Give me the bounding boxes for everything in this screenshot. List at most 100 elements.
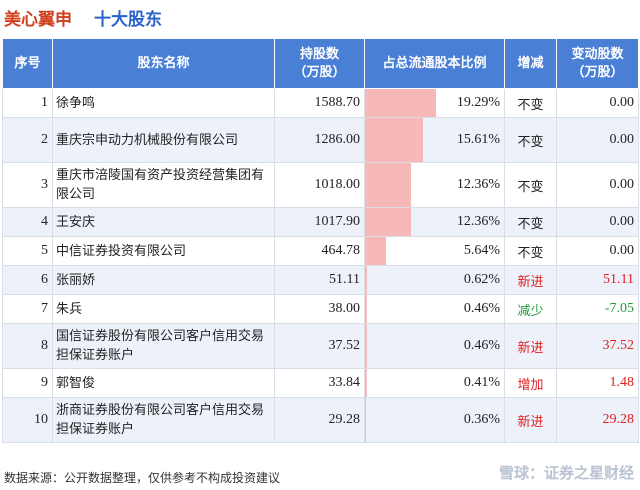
- row-holder-name: 朱兵: [52, 294, 275, 324]
- data-source-note: 数据来源：公开数据整理，仅供参考不构成投资建议: [4, 471, 281, 485]
- ratio-bar: [365, 266, 368, 294]
- row-ratio: 15.61%: [364, 117, 505, 163]
- page-title: 十大股东: [94, 10, 162, 30]
- row-ratio: 12.36%: [364, 162, 505, 208]
- row-ratio: 5.64%: [364, 236, 505, 266]
- ratio-label: 5.64%: [463, 243, 500, 258]
- row-change-status: 新进: [504, 397, 557, 443]
- row-holder-name: 重庆宗申动力机械股份有限公司: [52, 117, 275, 163]
- row-delta-shares: 51.11: [556, 265, 639, 295]
- table-row: 3 重庆市涪陵国有资产投资经营集团有限公司 1018.00 12.36% 不变 0.00: [2, 162, 639, 208]
- row-change-status: 增加: [504, 368, 557, 398]
- ratio-bar: [365, 89, 437, 117]
- row-change-status: 不变: [504, 236, 557, 266]
- row-shares: 1286.00: [274, 117, 365, 163]
- row-shares: 29.28: [274, 397, 365, 443]
- row-ratio: 0.36%: [364, 397, 505, 443]
- row-ratio: 0.41%: [364, 368, 505, 398]
- ratio-bar: [365, 163, 411, 207]
- row-holder-name: 国信证券股份有限公司客户信用交易担保证券账户: [52, 323, 275, 369]
- table-row: 4 王安庆 1017.90 12.36% 不变 0.00: [2, 207, 639, 237]
- col-rank: 序号: [2, 38, 53, 89]
- row-shares: 464.78: [274, 236, 365, 266]
- row-delta-shares: 0.00: [556, 162, 639, 208]
- row-holder-name: 张丽娇: [52, 265, 275, 295]
- row-ratio: 0.62%: [364, 265, 505, 295]
- col-shares: 持股数 （万股）: [274, 38, 365, 89]
- row-delta-shares: 37.52: [556, 323, 639, 369]
- row-ratio: 0.46%: [364, 294, 505, 324]
- row-holder-name: 浙商证券股份有限公司客户信用交易担保证券账户: [52, 397, 275, 443]
- row-rank: 3: [2, 162, 53, 208]
- table-row: 9 郭智俊 33.84 0.41% 增加 1.48: [2, 368, 639, 398]
- col-holder-name: 股东名称: [52, 38, 275, 89]
- row-delta-shares: 0.00: [556, 207, 639, 237]
- col-change: 增减: [504, 38, 557, 89]
- row-delta-shares: 29.28: [556, 397, 639, 443]
- row-rank: 1: [2, 88, 53, 118]
- row-delta-shares: 0.00: [556, 117, 639, 163]
- ratio-bar: [365, 208, 411, 236]
- ratio-label: 12.36%: [456, 214, 500, 229]
- row-ratio: 19.29%: [364, 88, 505, 118]
- table-row: 1 徐争鸣 1588.70 19.29% 不变 0.00: [2, 88, 639, 118]
- row-holder-name: 王安庆: [52, 207, 275, 237]
- table-header-row: 序号 股东名称 持股数 （万股） 占总流通股本比例 增减 变动股数 （万股）: [2, 38, 639, 89]
- ratio-bar: [365, 118, 423, 162]
- ratio-bar: [365, 237, 386, 265]
- row-rank: 6: [2, 265, 53, 295]
- table-row: 10 浙商证券股份有限公司客户信用交易担保证券账户 29.28 0.36% 新进 29.2…: [2, 397, 639, 443]
- row-change-status: 减少: [504, 294, 557, 324]
- row-holder-name: 郭智俊: [52, 368, 275, 398]
- table-row: 5 中信证券投资有限公司 464.78 5.64% 不变 0.00: [2, 236, 639, 266]
- row-rank: 4: [2, 207, 53, 237]
- ratio-bar: [365, 295, 367, 323]
- ratio-label: 0.41%: [463, 375, 500, 390]
- row-holder-name: 中信证券投资有限公司: [52, 236, 275, 266]
- col-ratio: 占总流通股本比例: [364, 38, 505, 89]
- row-rank: 7: [2, 294, 53, 324]
- row-change-status: 新进: [504, 323, 557, 369]
- row-delta-shares: 0.00: [556, 88, 639, 118]
- ratio-label: 19.29%: [456, 95, 500, 110]
- row-ratio: 0.46%: [364, 323, 505, 369]
- ratio-bar: [365, 324, 367, 368]
- ratio-label: 0.62%: [463, 272, 500, 287]
- ratio-label: 15.61%: [456, 132, 500, 147]
- ratio-label: 0.36%: [463, 412, 500, 427]
- row-rank: 2: [2, 117, 53, 163]
- row-rank: 9: [2, 368, 53, 398]
- company-name: 美心翼申: [4, 10, 72, 30]
- row-change-status: 不变: [504, 207, 557, 237]
- row-rank: 10: [2, 397, 53, 443]
- row-change-status: 不变: [504, 162, 557, 208]
- row-holder-name: 徐争鸣: [52, 88, 275, 118]
- row-change-status: 新进: [504, 265, 557, 295]
- row-holder-name: 重庆市涪陵国有资产投资经营集团有限公司: [52, 162, 275, 208]
- row-shares: 37.52: [274, 323, 365, 369]
- title-bar: 美心翼申 十大股东: [0, 0, 640, 34]
- table-row: 2 重庆宗申动力机械股份有限公司 1286.00 15.61% 不变 0.00: [2, 117, 639, 163]
- ratio-label: 0.46%: [463, 301, 500, 316]
- row-delta-shares: 0.00: [556, 236, 639, 266]
- row-rank: 5: [2, 236, 53, 266]
- row-change-status: 不变: [504, 88, 557, 118]
- row-delta-shares: 1.48: [556, 368, 639, 398]
- ratio-label: 12.36%: [456, 177, 500, 192]
- shareholders-table: 序号 股东名称 持股数 （万股） 占总流通股本比例 增减 变动股数 （万股） 1…: [2, 38, 639, 443]
- row-shares: 1018.00: [274, 162, 365, 208]
- ratio-bar: [365, 398, 367, 442]
- brand-watermark: 雪球：证券之星财经: [498, 464, 634, 482]
- ratio-bar: [365, 369, 367, 397]
- row-shares: 1588.70: [274, 88, 365, 118]
- row-ratio: 12.36%: [364, 207, 505, 237]
- row-shares: 38.00: [274, 294, 365, 324]
- row-shares: 1017.90: [274, 207, 365, 237]
- row-shares: 51.11: [274, 265, 365, 295]
- row-shares: 33.84: [274, 368, 365, 398]
- row-delta-shares: -7.05: [556, 294, 639, 324]
- row-rank: 8: [2, 323, 53, 369]
- col-delta: 变动股数 （万股）: [556, 38, 639, 89]
- table-row: 6 张丽娇 51.11 0.62% 新进 51.11: [2, 265, 639, 295]
- table-row: 7 朱兵 38.00 0.46% 减少 -7.05: [2, 294, 639, 324]
